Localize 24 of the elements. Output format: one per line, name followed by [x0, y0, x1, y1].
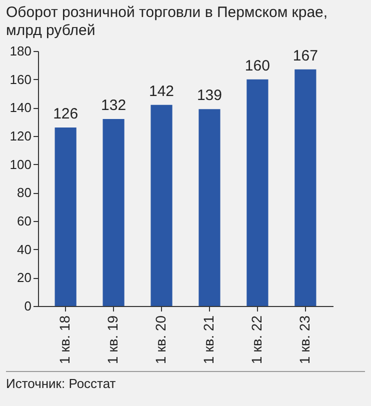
- x-tick-label: 1 кв. 19: [104, 315, 121, 364]
- y-tick-label: 140: [10, 100, 32, 116]
- y-tick-label: 0: [24, 298, 32, 314]
- y-tick-label: 20: [17, 270, 32, 286]
- chart-title: Оборот розничной торговли в Пермском крае, млрд рублей: [5, 3, 329, 40]
- data-label: 160: [244, 57, 270, 74]
- x-tick-label: 1 кв. 21: [200, 315, 216, 364]
- data-label: 142: [149, 82, 174, 100]
- text: Источник: Росстат: [6, 371, 365, 391]
- x-tick-label: 1 кв. 18: [56, 315, 73, 364]
- y-tick-label: 100: [10, 156, 32, 172]
- y-tick-label: 40: [17, 242, 32, 257]
- data-label: 132: [101, 97, 126, 114]
- data-label: 139: [196, 87, 222, 104]
- y-tick-label: 120: [10, 128, 32, 144]
- y-tick-label: 80: [17, 185, 32, 200]
- x-tick-label: 1 кв. 22: [248, 315, 264, 364]
- y-tick-label: 160: [10, 72, 32, 87]
- y-tick-label: 60: [17, 214, 32, 228]
- data-label: 126: [53, 106, 78, 122]
- y-tick-label: 180: [10, 44, 32, 58]
- data-label: 167: [292, 47, 318, 64]
- x-tick-label: 1 кв. 20: [152, 315, 169, 364]
- x-tick-label: 1 кв. 23: [296, 315, 312, 364]
